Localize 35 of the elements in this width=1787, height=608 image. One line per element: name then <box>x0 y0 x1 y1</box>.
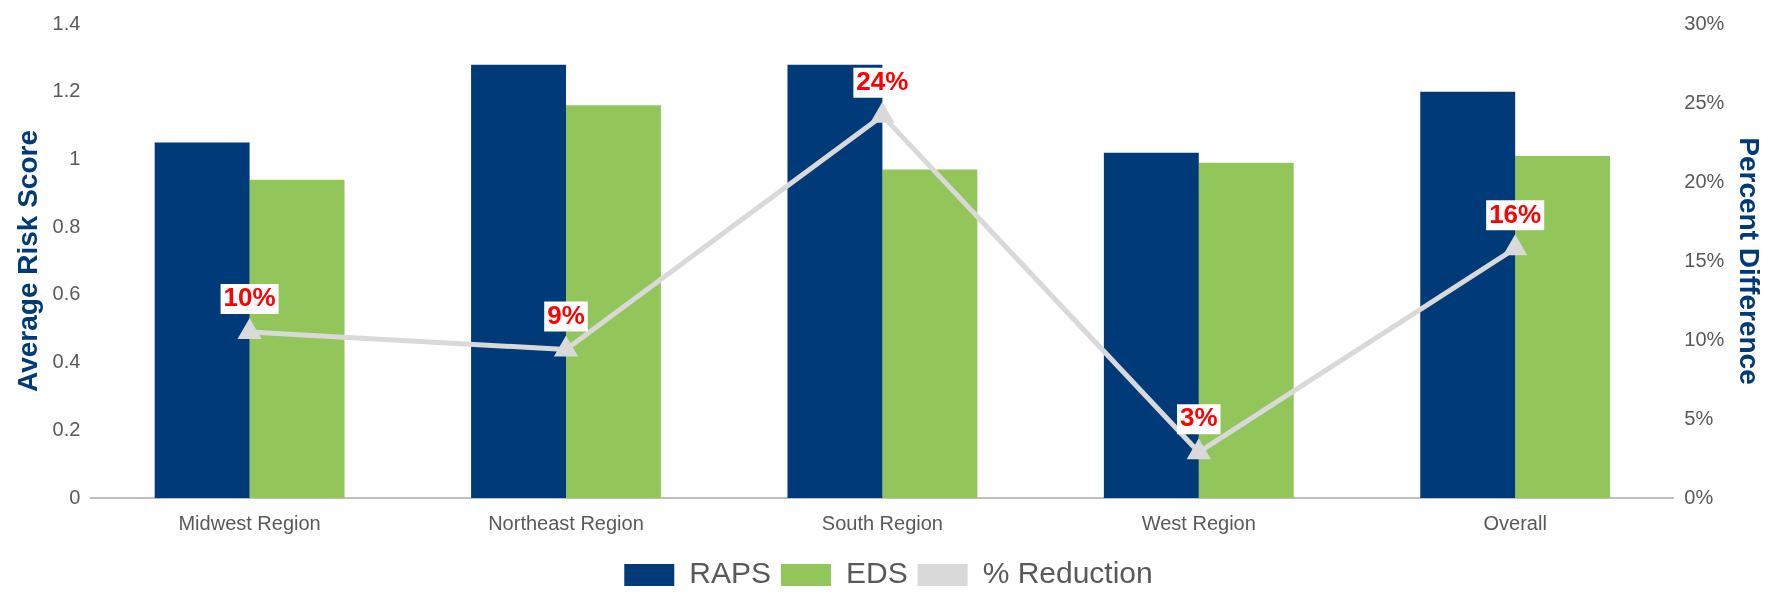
point <box>1186 438 1211 460</box>
y-tick-label: 0.4 <box>52 350 81 373</box>
legend-label: RAPS <box>689 556 771 590</box>
x-tick-label: West Region <box>1141 511 1256 534</box>
y-tick-label: 1.4 <box>52 11 81 34</box>
y-tick-label: 0.6 <box>52 282 81 305</box>
bar <box>882 169 978 498</box>
y-tick-label: 0.8 <box>52 214 81 237</box>
data-label: 24% <box>856 65 909 96</box>
x-tick-label: South Region <box>821 511 943 534</box>
data-label: 3% <box>1179 402 1218 433</box>
y2-tick-label: 30% <box>1684 11 1725 34</box>
data-label: 10% <box>223 282 276 313</box>
y2-tick-label: 5% <box>1684 406 1714 429</box>
y2-tick-label: 25% <box>1684 90 1725 113</box>
x-tick-label: Northeast Region <box>488 511 644 534</box>
y-axis-title: Average Risk Score <box>11 130 43 392</box>
y-tick-label: 0.2 <box>52 417 81 440</box>
data-label: 9% <box>547 299 585 330</box>
point <box>237 318 262 340</box>
y2-tick-label: 15% <box>1684 248 1725 271</box>
y-tick-label: 1 <box>69 146 81 169</box>
point <box>554 335 578 357</box>
point <box>1504 234 1528 256</box>
data-label: 16% <box>1489 198 1542 229</box>
y2-tick-label: 10% <box>1684 327 1725 350</box>
x-tick-label: Overall <box>1483 511 1547 534</box>
y2-tick-label: 20% <box>1684 169 1725 192</box>
y-tick-label: 0 <box>69 485 81 508</box>
y2-axis-title: Percent Difference <box>1734 137 1766 385</box>
legend-label: % Reduction <box>982 556 1153 590</box>
y-tick-label: 1.2 <box>52 79 81 102</box>
y2-tick-label: 0% <box>1684 485 1714 508</box>
x-tick-label: Midwest Region <box>178 511 321 534</box>
legend-label: EDS <box>845 556 908 590</box>
